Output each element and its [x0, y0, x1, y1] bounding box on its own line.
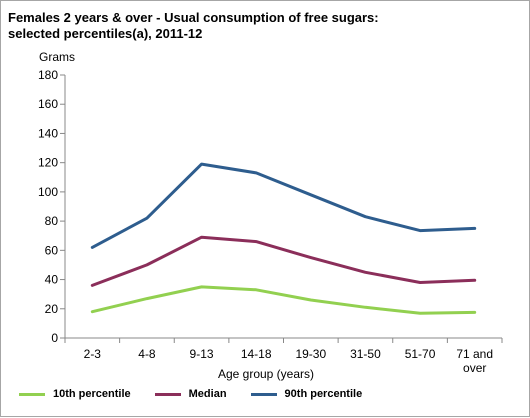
y-tick-label: 100	[38, 185, 58, 199]
y-tick-label: 40	[45, 273, 59, 287]
legend-swatch-90th	[250, 392, 277, 396]
legend-label-median: Median	[188, 388, 227, 400]
legend-item-90th: 90th percentile	[250, 388, 363, 400]
y-tick-label: 0	[51, 331, 58, 345]
y-tick-label: 60	[45, 243, 59, 257]
legend-item-10th: 10th percentile	[19, 388, 131, 400]
chart-subtitle: selected percentiles(a), 2011-12	[8, 26, 203, 41]
series-line-2	[90, 162, 477, 249]
x-tick-label: 19-30	[295, 347, 326, 361]
x-tick-label: 31-50	[350, 347, 381, 361]
x-tick-label: 71 and	[456, 347, 493, 361]
legend-swatch-10th	[19, 392, 45, 396]
chart-title: Females 2 years & over - Usual consumpti…	[8, 10, 379, 25]
y-tick-label: 80	[45, 214, 59, 228]
legend-label-90th: 90th percentile	[284, 388, 363, 400]
legend-item-median: Median	[154, 388, 227, 400]
x-tick-label: 14-18	[241, 347, 272, 361]
y-axis-label: Grams	[39, 50, 75, 64]
y-tick-label: 120	[38, 156, 58, 170]
series-line-0	[90, 285, 477, 315]
legend: 10th percentile Median 90th percentile	[19, 388, 386, 400]
legend-label-10th: 10th percentile	[53, 388, 131, 400]
x-tick-label: 2-3	[84, 347, 102, 361]
x-tick-label: over	[463, 361, 486, 375]
x-tick-label: 4-8	[138, 347, 156, 361]
x-tick-label: 9-13	[190, 347, 214, 361]
series-line-1	[90, 235, 477, 287]
x-tick-label: 51-70	[405, 347, 436, 361]
legend-swatch-median	[154, 392, 181, 396]
y-tick-label: 160	[38, 97, 58, 111]
y-tick-label: 20	[45, 302, 59, 316]
y-tick-label: 180	[38, 68, 58, 82]
y-tick-label: 140	[38, 126, 58, 140]
x-axis-label: Age group (years)	[217, 367, 315, 381]
